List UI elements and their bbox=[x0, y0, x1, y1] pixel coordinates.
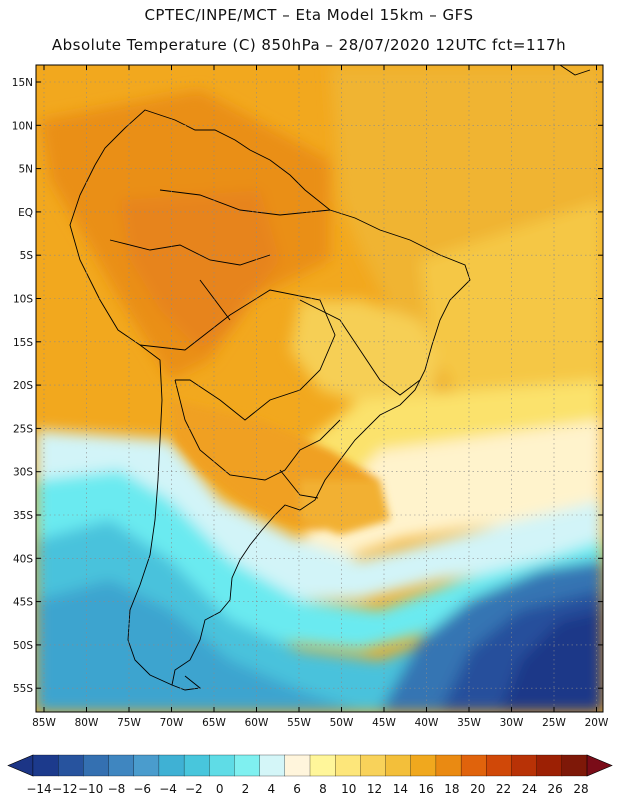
colorbar-swatch bbox=[234, 754, 261, 777]
lat-label: 15N bbox=[12, 77, 33, 89]
colorbar-swatch bbox=[486, 754, 512, 777]
lat-label: 5S bbox=[20, 250, 34, 262]
colorbar-swatch bbox=[460, 754, 487, 777]
lon-label: 65W bbox=[202, 717, 226, 729]
colorbar-swatch bbox=[284, 754, 311, 777]
colorbar-label: −14 bbox=[26, 782, 51, 796]
colorbar-swatch bbox=[435, 754, 462, 777]
colorbar-label: 0 bbox=[216, 782, 224, 796]
lat-label: 50S bbox=[13, 640, 33, 652]
colorbar-swatch bbox=[158, 754, 185, 777]
color-scale-labels: −14 −12 −10 −8 −6 −4 −2 0 2 4 6 8 10 12 14 16 18 20 22 24 26… bbox=[26, 782, 588, 796]
color-scale-bar bbox=[7, 754, 613, 777]
lat-label: 30S bbox=[13, 467, 33, 479]
colorbar-swatch bbox=[108, 754, 135, 777]
lon-label: 85W bbox=[32, 717, 56, 729]
colorbar-label: 16 bbox=[419, 782, 434, 796]
colorbar-label: 2 bbox=[242, 782, 250, 796]
colorbar-label: −8 bbox=[108, 782, 126, 796]
lon-label: 80W bbox=[75, 717, 99, 729]
lon-label: 55W bbox=[287, 717, 311, 729]
plot-frame bbox=[35, 64, 604, 713]
map-title-line1: CPTEC/INPE/MCT – Eta Model 15km – GFS bbox=[144, 6, 474, 24]
axis-ticks bbox=[36, 65, 603, 712]
lat-label: 20S bbox=[13, 380, 33, 392]
colorbar-label: −4 bbox=[159, 782, 177, 796]
lon-label: 75W bbox=[117, 717, 141, 729]
lon-label: 45W bbox=[372, 717, 396, 729]
lon-label: 60W bbox=[245, 717, 269, 729]
colorbar-under-arrow bbox=[7, 754, 34, 777]
colorbar-swatch bbox=[58, 754, 84, 777]
lon-label: 20W bbox=[585, 717, 609, 729]
colorbar-label: 4 bbox=[267, 782, 275, 796]
lat-label: 5N bbox=[18, 164, 33, 176]
latitude-labels: 15N 10N 5N EQ 5S 10S 15S 20S 25S 30S 35S 40S 45S 50S 5… bbox=[12, 77, 34, 695]
colorbar-swatch bbox=[335, 754, 361, 777]
lat-label: EQ bbox=[18, 207, 33, 219]
colorbar-swatch bbox=[133, 754, 160, 777]
lon-label: 70W bbox=[160, 717, 184, 729]
lat-label: 55S bbox=[13, 683, 33, 695]
temperature-field bbox=[36, 65, 603, 712]
colorbar-label: −10 bbox=[78, 782, 103, 796]
lat-label: 25S bbox=[13, 423, 33, 435]
colorbar-label: 10 bbox=[341, 782, 356, 796]
lat-label: 40S bbox=[13, 553, 33, 565]
map-title-line2: Absolute Temperature (C) 850hPa – 28/07/… bbox=[51, 36, 567, 54]
colorbar-swatch bbox=[32, 754, 59, 777]
lat-label: 45S bbox=[13, 597, 33, 609]
lon-label: 30W bbox=[500, 717, 524, 729]
colorbar-label: 6 bbox=[293, 782, 301, 796]
lat-label: 10N bbox=[12, 120, 33, 132]
colorbar-swatch bbox=[183, 754, 210, 777]
colorbar-label: 20 bbox=[470, 782, 485, 796]
colorbar-swatch bbox=[511, 754, 538, 777]
lat-label: 35S bbox=[13, 510, 33, 522]
colorbar-label: 24 bbox=[522, 782, 537, 796]
colorbar-swatch bbox=[83, 754, 109, 777]
colorbar-swatch bbox=[561, 754, 588, 777]
grid-lines bbox=[36, 65, 603, 712]
coastlines bbox=[69, 65, 591, 691]
colorbar-label: 26 bbox=[548, 782, 563, 796]
lat-label: 10S bbox=[13, 294, 33, 306]
colorbar-label: −2 bbox=[185, 782, 203, 796]
lat-label: 15S bbox=[13, 337, 33, 349]
colorbar-label: 28 bbox=[573, 782, 588, 796]
colorbar-label: 22 bbox=[496, 782, 511, 796]
colorbar-swatch bbox=[209, 754, 235, 777]
lon-label: 50W bbox=[330, 717, 354, 729]
colorbar-over-arrow bbox=[586, 754, 613, 777]
colorbar-label: 18 bbox=[444, 782, 459, 796]
colorbar-label: −12 bbox=[52, 782, 77, 796]
colorbar-swatch bbox=[385, 754, 412, 777]
colorbar-swatch bbox=[536, 754, 563, 777]
colorbar-swatch bbox=[410, 754, 437, 777]
colorbar-label: 8 bbox=[319, 782, 327, 796]
lon-label: 35W bbox=[457, 717, 481, 729]
colorbar-label: −6 bbox=[133, 782, 151, 796]
longitude-labels: 85W 80W 75W 70W 65W 60W 55W 50W 45W 40W 35W 30W 25W 2… bbox=[32, 717, 609, 729]
colorbar-swatch bbox=[309, 754, 336, 777]
lon-label: 25W bbox=[542, 717, 566, 729]
colorbar-label: 14 bbox=[393, 782, 408, 796]
colorbar-swatch bbox=[360, 754, 386, 777]
colorbar-label: 12 bbox=[367, 782, 382, 796]
colorbar-swatch bbox=[259, 754, 286, 777]
lon-label: 40W bbox=[415, 717, 439, 729]
